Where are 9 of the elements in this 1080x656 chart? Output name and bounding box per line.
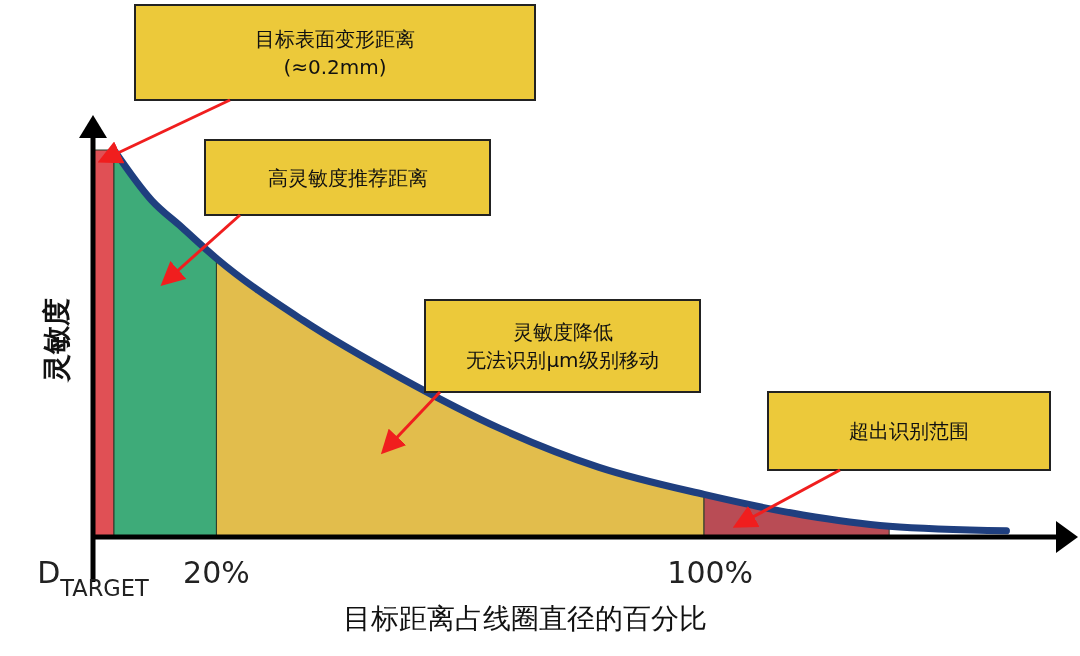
- y-axis-title: 灵敏度: [40, 298, 73, 383]
- annotation: 高灵敏度推荐距离: [267, 165, 428, 190]
- x-tick-label: D$_{TARGET}$: [37, 555, 150, 601]
- x-tick-label: 100%: [667, 555, 754, 590]
- text: 目标表面变形距离(≈0.2mm): [255, 26, 415, 79]
- x-axis-title: 目标距离占线圈直径的百分比: [343, 602, 707, 635]
- annotation: 超出识别范围: [849, 419, 969, 443]
- annotation: 灵敏度降低无法识别μm级别移动: [466, 320, 659, 372]
- x-tick-label: 20%: [183, 555, 250, 590]
